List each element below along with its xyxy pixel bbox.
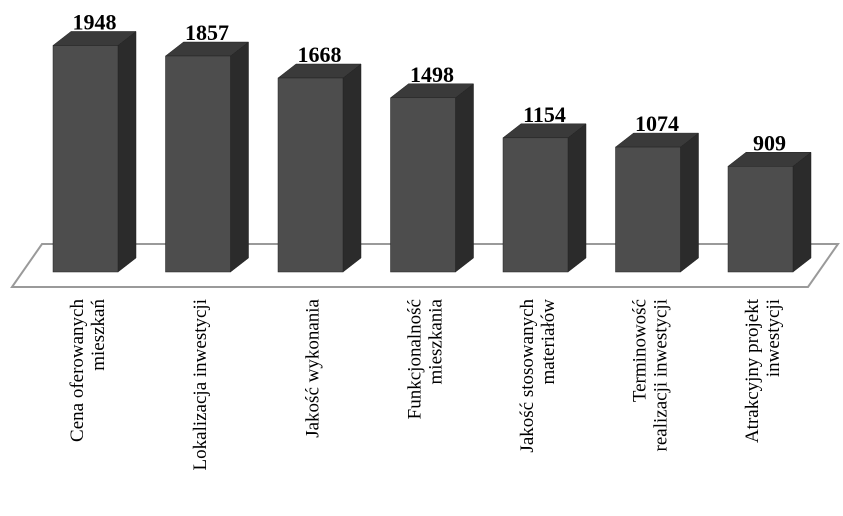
category-label-line: Jakość wykonania: [303, 298, 324, 437]
category-tick-label: Lokalizacja inwestycji: [190, 299, 211, 470]
data-label: 1948: [73, 9, 117, 34]
category-tick-label: Funkcjonalność mieszkania: [405, 298, 447, 419]
bar-side-face: [680, 132, 699, 273]
category-label-line: Atrakcyjny projekt: [742, 298, 763, 443]
bars: [52, 30, 812, 273]
bar-front-face: [52, 45, 119, 273]
bar-front-face: [165, 55, 231, 273]
bar-side-face: [342, 63, 362, 273]
bar: [277, 63, 362, 273]
data-label: 1498: [410, 62, 454, 87]
data-label: 1074: [635, 111, 679, 136]
data-label: 1857: [185, 20, 229, 45]
category-label-line: materiałów: [538, 299, 559, 385]
category-tick-label: Terminowość realizacji inwestycji: [630, 299, 672, 451]
category-tick-label: Jakość wykonania: [303, 298, 324, 437]
bar: [389, 83, 475, 273]
category-label-line: mieszkań: [88, 299, 109, 371]
data-label: 1154: [523, 102, 566, 127]
category-tick-label: Jakość stosowanych materiałów: [517, 299, 559, 453]
bar-front-face: [277, 77, 344, 273]
category-label-line: realizacji inwestycji: [651, 299, 672, 451]
category-label-line: Lokalizacja inwestycji: [190, 299, 211, 470]
bar-front-face: [615, 146, 681, 273]
bar: [164, 41, 250, 273]
data-label: 1668: [298, 42, 342, 67]
category-label-line: Cena oferowanych: [67, 299, 88, 442]
floor-plane: [10, 243, 840, 288]
bar: [614, 132, 700, 273]
category-label-line: mieszkania: [426, 298, 447, 384]
chart-floor: [10, 243, 840, 288]
category-label-line: inwestycji: [763, 299, 784, 377]
bar-side-face: [117, 30, 137, 273]
category-label-line: Jakość stosowanych: [517, 299, 538, 453]
category-tick-label: Atrakcyjny projekt inwestycji: [742, 298, 784, 443]
category-labels: Cena oferowanych mieszkań Lokalizacja inwe…: [67, 298, 784, 470]
data-label: 909: [753, 130, 786, 155]
bar: [502, 123, 587, 273]
bar-side-face: [567, 123, 587, 273]
category-label-line: Funkcjonalność: [405, 299, 426, 419]
bar-front-face: [502, 137, 569, 273]
bar-front-face: [727, 166, 794, 273]
bar-side-face: [230, 41, 249, 273]
category-tick-label: Cena oferowanych mieszkań: [67, 299, 109, 442]
bar: [727, 151, 812, 273]
bar-front-face: [390, 97, 456, 273]
bar: [52, 30, 137, 273]
bar-side-face: [455, 83, 474, 273]
bar-side-face: [792, 151, 812, 273]
category-label-line: Terminowość: [630, 299, 651, 402]
value-labels: 1948 1857 1668 1498 1154 1074 909: [73, 9, 787, 155]
